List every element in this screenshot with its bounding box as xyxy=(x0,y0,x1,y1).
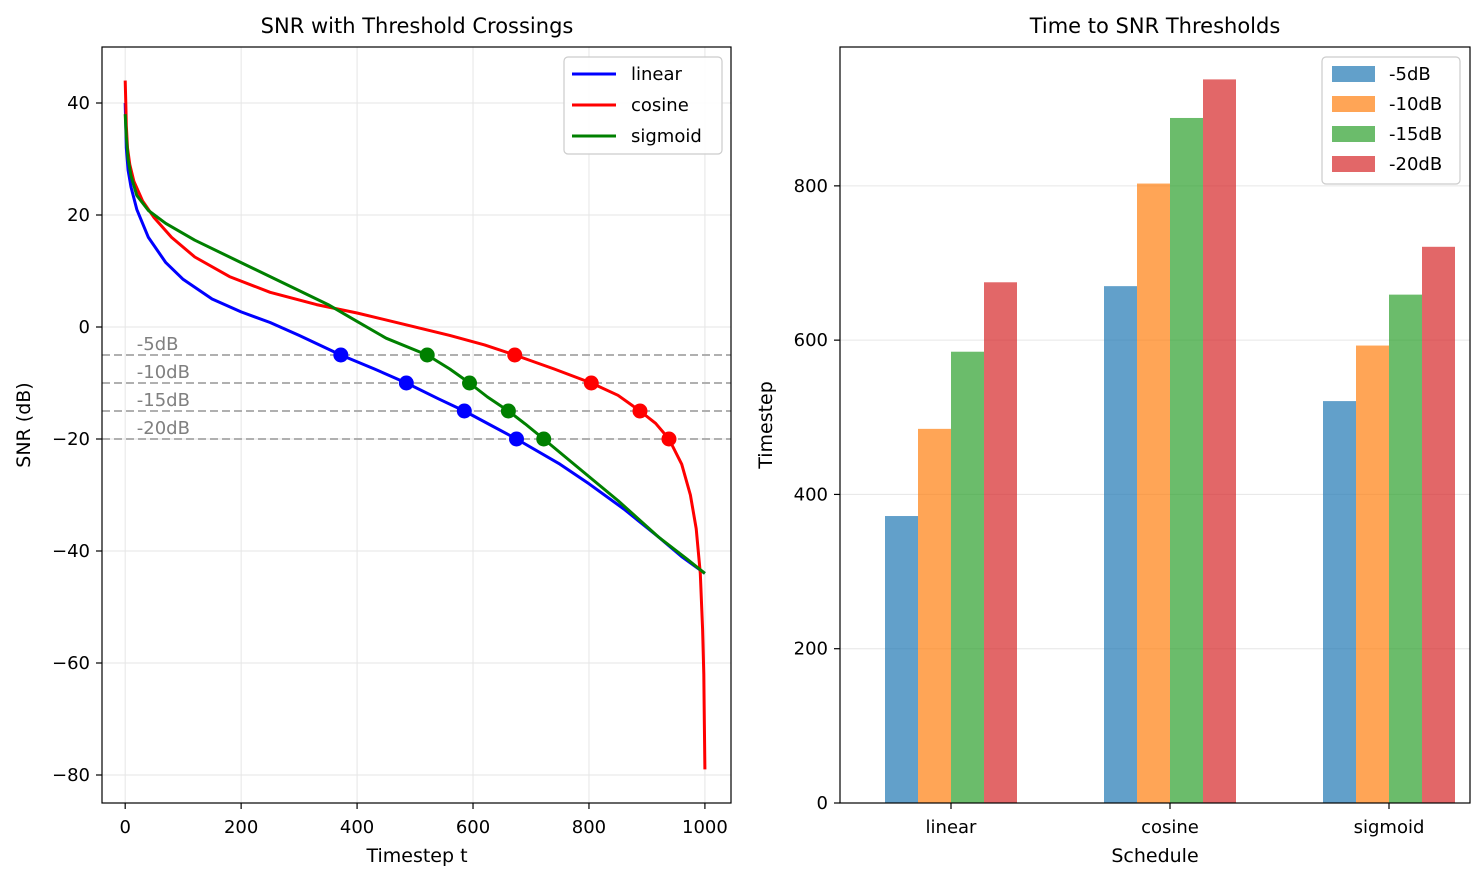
crossing-markers xyxy=(333,347,677,447)
bar-linear--5dB xyxy=(885,516,918,803)
legend-swatch--20dB xyxy=(1332,156,1375,172)
left-y-tick-label: 0 xyxy=(79,317,90,338)
left-x-tick-label: 400 xyxy=(340,817,374,838)
right-y-tick-label: 600 xyxy=(794,330,828,351)
right-x-tick-label: sigmoid xyxy=(1354,817,1425,838)
series-line-linear xyxy=(123,102,706,575)
right-x-tick-label: linear xyxy=(926,817,978,838)
threshold-label: -20dB xyxy=(137,418,190,439)
threshold-label: -10dB xyxy=(137,362,190,383)
left-plot-frame xyxy=(101,46,732,804)
left-grid xyxy=(102,47,731,803)
legend-label--5dB: -5dB xyxy=(1389,64,1431,85)
crossing-point-sigmoid xyxy=(500,403,516,419)
left-y-tick-label: 40 xyxy=(67,93,90,114)
legend-swatch--15dB xyxy=(1332,126,1375,142)
crossing-point-cosine xyxy=(632,403,648,419)
legend-label--20dB: -20dB xyxy=(1389,154,1442,175)
crossing-point-linear xyxy=(333,347,349,363)
bar-cosine--20dB xyxy=(1203,79,1236,803)
legend-label-cosine: cosine xyxy=(631,95,689,116)
crossing-point-linear xyxy=(456,403,472,419)
left-x-tick-label: 1000 xyxy=(682,817,728,838)
left-y-ticks: −80 −60 −40 −20 0 20 40 xyxy=(52,93,102,786)
crossing-point-sigmoid xyxy=(419,347,435,363)
right-chart-title: Time to SNR Thresholds xyxy=(1029,14,1281,38)
left-y-tick-label: −60 xyxy=(52,653,90,674)
bar-cosine--15dB xyxy=(1170,117,1203,803)
right-y-tick-label: 400 xyxy=(794,484,828,505)
left-x-ticks: 0 200 400 600 800 1000 xyxy=(119,803,728,838)
threshold-bars xyxy=(885,79,1455,804)
series-line-cosine xyxy=(123,80,707,770)
right-legend: -5dB -10dB -15dB -20dB xyxy=(1321,56,1461,185)
left-legend: linear cosine sigmoid xyxy=(563,56,723,155)
left-x-tick-label: 0 xyxy=(119,817,130,838)
crossing-point-cosine xyxy=(583,375,599,391)
left-x-axis-label: Timestep t xyxy=(365,845,467,867)
bar-linear--15dB xyxy=(951,351,984,803)
threshold-lines: -5dB -10dB -15dB -20dB xyxy=(102,334,731,440)
right-x-tick-label: cosine xyxy=(1141,817,1199,838)
bar-linear--10dB xyxy=(918,428,951,803)
left-y-tick-label: −20 xyxy=(52,429,90,450)
crossing-point-linear xyxy=(398,375,414,391)
series-line-sigmoid xyxy=(123,114,706,575)
right-y-tick-label: 0 xyxy=(817,793,828,814)
left-x-tick-label: 600 xyxy=(456,817,490,838)
legend-label--15dB: -15dB xyxy=(1389,124,1442,145)
left-y-axis-label: SNR (dB) xyxy=(13,382,35,467)
right-y-ticks: 0 200 400 600 800 xyxy=(794,176,840,814)
right-x-ticks: linear cosine sigmoid xyxy=(926,803,1425,838)
bar-sigmoid--20dB xyxy=(1422,246,1455,804)
crossing-point-sigmoid xyxy=(462,375,478,391)
legend-label-linear: linear xyxy=(631,64,683,85)
left-y-tick-label: −80 xyxy=(52,765,90,786)
legend-label-sigmoid: sigmoid xyxy=(631,126,702,147)
legend-swatch--5dB xyxy=(1332,66,1375,82)
right-legend-box xyxy=(1321,56,1461,185)
legend-label--10dB: -10dB xyxy=(1389,94,1442,115)
right-x-axis-label: Schedule xyxy=(1111,845,1198,867)
right-y-tick-label: 200 xyxy=(794,639,828,660)
left-x-tick-label: 200 xyxy=(224,817,258,838)
right-plot-frame xyxy=(839,46,1471,804)
crossing-point-cosine xyxy=(661,431,677,447)
right-y-axis-label: Timestep xyxy=(755,381,777,470)
threshold-label: -5dB xyxy=(137,334,179,355)
snr-line-chart: SNR with Threshold Crossings -5dB -10dB -1… xyxy=(13,14,732,867)
crossing-point-cosine xyxy=(507,347,523,363)
left-y-tick-label: 20 xyxy=(67,205,90,226)
bar-sigmoid--15dB xyxy=(1389,294,1422,803)
right-y-tick-label: 800 xyxy=(794,176,828,197)
left-y-tick-label: −40 xyxy=(52,541,90,562)
bar-linear--20dB xyxy=(984,282,1017,803)
bar-cosine--10dB xyxy=(1137,183,1170,804)
left-chart-title: SNR with Threshold Crossings xyxy=(261,14,574,38)
bar-sigmoid--10dB xyxy=(1356,345,1389,803)
crossing-point-sigmoid xyxy=(536,431,552,447)
bar-sigmoid--5dB xyxy=(1323,401,1356,803)
snr-curves xyxy=(123,80,707,770)
threshold-bar-chart: Time to SNR Thresholds linear cosine sigmo… xyxy=(755,14,1471,867)
legend-swatch--10dB xyxy=(1332,96,1375,112)
left-x-tick-label: 800 xyxy=(572,817,606,838)
threshold-label: -15dB xyxy=(137,390,190,411)
bar-cosine--5dB xyxy=(1104,286,1137,804)
left-legend-box xyxy=(563,56,723,155)
crossing-point-linear xyxy=(509,431,525,447)
